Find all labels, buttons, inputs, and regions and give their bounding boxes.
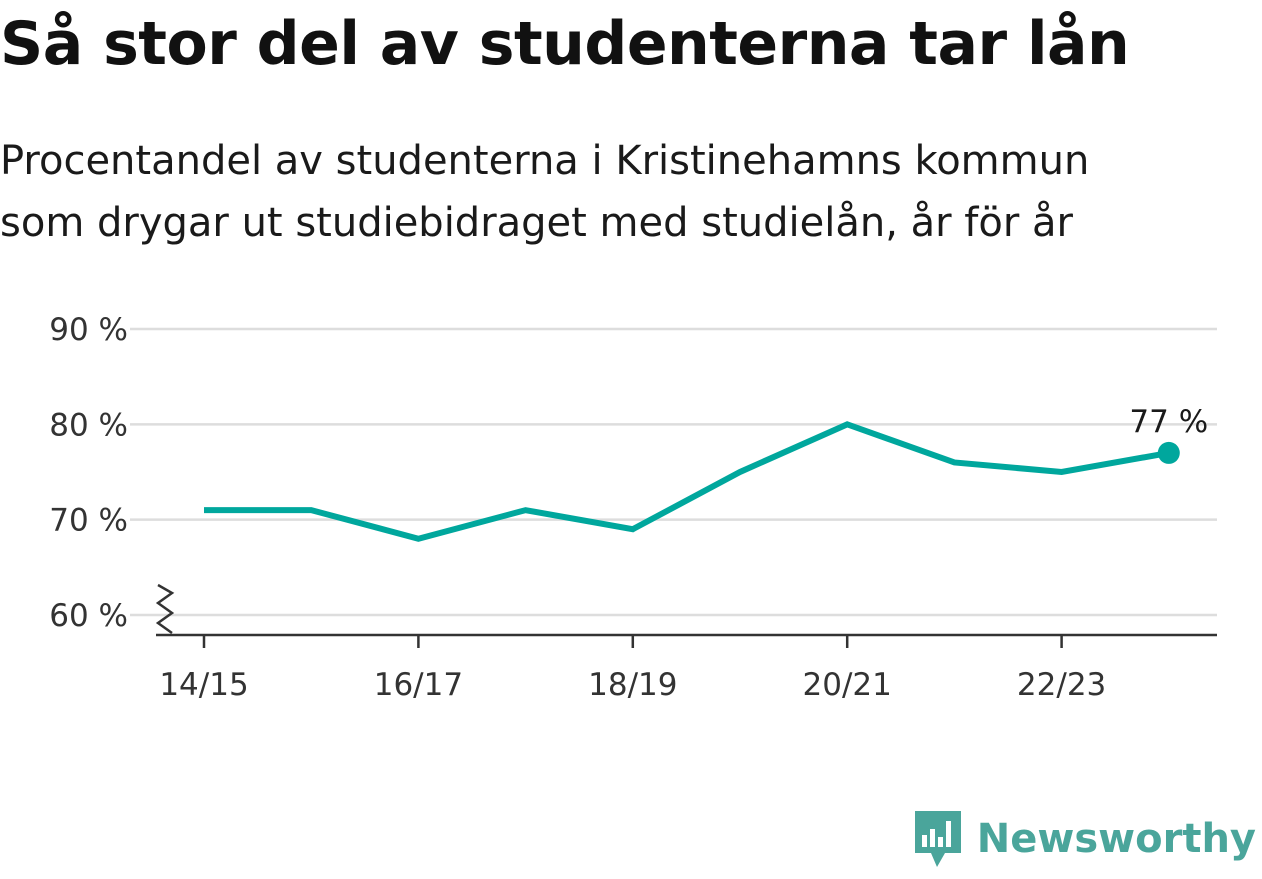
- chart-title: Så stor del av studenterna tar lån: [0, 9, 1130, 79]
- y-tick-label: 90 %: [49, 312, 128, 348]
- last-point-marker: [1157, 441, 1180, 464]
- y-axis: 60 % 70 % 80 % 90 %: [49, 312, 175, 635]
- bar-chart-speech-bubble-icon: [914, 811, 961, 867]
- gridlines: [130, 327, 1217, 617]
- subtitle-line-2: som drygar ut studiebidraget med studiel…: [0, 200, 1073, 246]
- y-tick-label: 70 %: [49, 503, 128, 539]
- x-tick-label: 14/15: [159, 667, 248, 703]
- subtitle-line-1: Procentandel av studenterna i Kristineha…: [0, 138, 1090, 184]
- brand-name: Newsworthy: [976, 816, 1256, 862]
- x-tick-label: 20/21: [803, 667, 892, 703]
- newsworthy-logo: Newsworthy: [913, 809, 1256, 869]
- y-tick-label: 60 %: [49, 598, 128, 634]
- x-tick-label: 22/23: [1017, 667, 1106, 703]
- last-point-label: 77 %: [1129, 404, 1208, 440]
- axis-break-marker: [155, 583, 175, 635]
- x-tick-label: 18/19: [588, 667, 677, 703]
- chart-subtitle: Procentandel av studenterna i Kristineha…: [0, 130, 1240, 254]
- y-tick-label: 80 %: [49, 407, 128, 443]
- x-axis: 14/15 16/17 18/19 20/21 22/23: [156, 633, 1217, 703]
- x-tick-label: 16/17: [374, 667, 463, 703]
- series-line: [204, 421, 1170, 542]
- series: 77 %: [204, 404, 1208, 542]
